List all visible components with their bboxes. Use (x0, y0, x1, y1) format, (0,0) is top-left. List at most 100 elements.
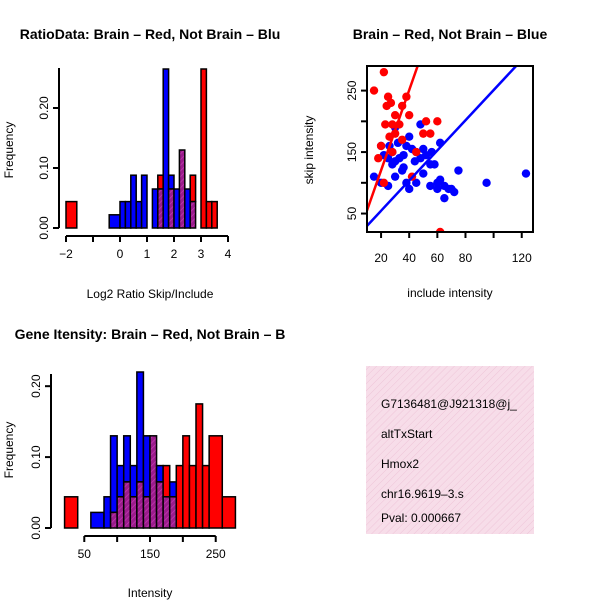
scatter-point-not-brain (426, 181, 435, 191)
intensity-histogram-y-tick-label: 0.20 (29, 374, 43, 398)
scatter-x-tick-label: 20 (374, 251, 388, 265)
intensity-histogram-bar-brain (195, 403, 204, 529)
intensity-histogram-bar-overlap (168, 496, 178, 529)
intensity-histogram-bar-brain (162, 464, 171, 498)
ratio-histogram-bar-brain (205, 200, 213, 229)
intensity-histogram-x-tick-label: 250 (206, 547, 226, 561)
scatter-points (369, 67, 531, 232)
scatter-x-tick-label: 120 (512, 251, 532, 265)
intensity-histogram-bar-brain (201, 464, 210, 529)
scatter-point-brain (397, 135, 407, 144)
scatter-fit-line-brain (367, 66, 419, 211)
ratio-histogram-bar-brain (211, 200, 218, 229)
intensity-histogram-bar-not-brain (142, 435, 151, 498)
scatter-point-not-brain (399, 163, 408, 172)
intensity-histogram-bar-not-brain (109, 435, 118, 514)
intensity-histogram-bar-brain (175, 464, 184, 529)
ratio-histogram-bar-brain (200, 68, 208, 229)
ratio-histogram-bar-not-brain (135, 200, 143, 229)
ratio-histogram-bar-not-brain (173, 188, 181, 229)
intensity-histogram-x-tick-label: 50 (78, 547, 92, 561)
ratio-histogram-bar-overlap (167, 188, 175, 229)
scatter-y-tick-label: 50 (345, 207, 359, 221)
scatter-point-brain (381, 120, 390, 129)
intensity-histogram-y-axis: 0.00 0.10 0.20 (29, 374, 52, 540)
scatter-point-not-brain (388, 160, 397, 169)
ratio-histogram-bar-not-brain (140, 174, 148, 229)
ratio-histogram-bar-not-brain (151, 188, 159, 229)
ratio-histogram-x-tick-label: 4 (225, 247, 232, 261)
intensity-histogram-bar-not-brain (90, 511, 105, 529)
scatter-point-not-brain (521, 169, 531, 178)
ratio-histogram-bar-not-brain (108, 214, 121, 229)
ratio-histogram-bar-not-brain (184, 188, 191, 229)
scatter-y-axis: 50 150 250 (345, 80, 367, 220)
ratio-histogram-bars (65, 68, 218, 229)
intensity-histogram-x-tick-label: 150 (140, 547, 160, 561)
intensity-histogram-title: Gene Itensity: Brain – Red, Not Brain – … (15, 326, 286, 342)
intensity-histogram-bar-overlap (136, 481, 145, 529)
ratio-histogram-x-tick-label: 2 (171, 247, 178, 261)
scatter-point-not-brain (390, 172, 400, 181)
ratio-histogram-panel: RatioData: Brain – Red, Not Brain – Blu … (2, 26, 280, 301)
scatter-point-not-brain (412, 178, 421, 188)
scatter-ylabel: skip intensity (302, 116, 316, 185)
info-pvalue: Pval: 0.000667 (381, 511, 461, 525)
scatter-panel: Brain – Red, Not Brain – Blue 50 150 250 2… (302, 26, 547, 300)
ratio-histogram-y-tick-label: 0.20 (37, 96, 51, 120)
scatter-x-tick-label: 40 (403, 251, 417, 265)
intensity-histogram-bar-brain (188, 464, 197, 529)
scatter-point-not-brain (482, 178, 491, 188)
ratio-histogram-xlabel: Log2 Ratio Skip/Include (87, 287, 214, 301)
scatter-point-not-brain (454, 166, 463, 175)
ratio-histogram-bar-overlap (157, 188, 164, 229)
scatter-fit-lines (367, 66, 518, 227)
ratio-histogram-bar-not-brain (124, 200, 132, 229)
scatter-point-brain (412, 147, 421, 157)
ratio-histogram-x-axis: −2 0 1 2 3 4 (59, 235, 232, 261)
intensity-histogram-bar-overlap (149, 435, 158, 529)
scatter-point-not-brain (447, 184, 456, 194)
intensity-histogram-ylabel: Frequency (2, 422, 16, 479)
scatter-y-tick-label: 250 (345, 80, 359, 100)
scatter-point-brain (388, 147, 397, 157)
scatter-point-brain (426, 129, 435, 138)
intensity-histogram-y-tick-label: 0.10 (29, 445, 43, 469)
intensity-histogram-bar-overlap (116, 496, 125, 529)
intensity-histogram-panel: Gene Itensity: Brain – Red, Not Brain – … (2, 326, 285, 600)
intensity-histogram-bar-not-brain (168, 481, 178, 498)
ratio-histogram-ylabel: Frequency (2, 122, 16, 179)
info-location: chr16.9619–3.s (381, 487, 464, 501)
scatter-fit-line-not-brain (367, 66, 518, 227)
intensity-histogram-bar-overlap (162, 496, 171, 529)
intensity-histogram-bar-not-brain (116, 464, 125, 498)
scatter-point-brain (435, 227, 445, 232)
scatter-point-not-brain (419, 169, 428, 178)
info-event-type: altTxStart (381, 427, 433, 441)
scatter-frame (366, 65, 534, 233)
scatter-point-not-brain (440, 193, 449, 203)
scatter-y-tick-label: 150 (345, 142, 359, 162)
intensity-histogram-bar-not-brain (136, 371, 145, 483)
scatter-point-not-brain (435, 175, 445, 184)
intensity-histogram-bar-overlap (142, 496, 151, 529)
ratio-histogram-bar-brain (189, 174, 197, 203)
ratio-histogram-y-tick-label: 0.00 (37, 216, 51, 240)
ratio-histogram-x-tick-label: 0 (117, 247, 124, 261)
ratio-histogram-bar-not-brain (119, 200, 127, 229)
scatter-point-brain (405, 110, 414, 120)
ratio-histogram-bar-not-brain (167, 174, 175, 190)
ratio-histogram-bar-not-brain (162, 68, 170, 229)
scatter-point-brain (379, 67, 389, 77)
scatter-point-brain (388, 120, 397, 129)
ratio-histogram-bar-overlap (189, 200, 197, 229)
ratio-histogram-x-tick-label: 1 (144, 247, 151, 261)
intensity-histogram-bar-brain (63, 496, 79, 529)
ratio-histogram-title: RatioData: Brain – Red, Not Brain – Blu (20, 26, 281, 42)
scatter-point-brain (433, 117, 442, 126)
intensity-histogram-bar-brain (208, 435, 224, 529)
scatter-point-brain (383, 92, 393, 101)
intensity-histogram-bar-not-brain (129, 464, 138, 498)
scatter-point-not-brain (433, 184, 442, 194)
info-box: G7136481@J921318@j_ altTxStart Hmox2 chr… (366, 366, 534, 534)
